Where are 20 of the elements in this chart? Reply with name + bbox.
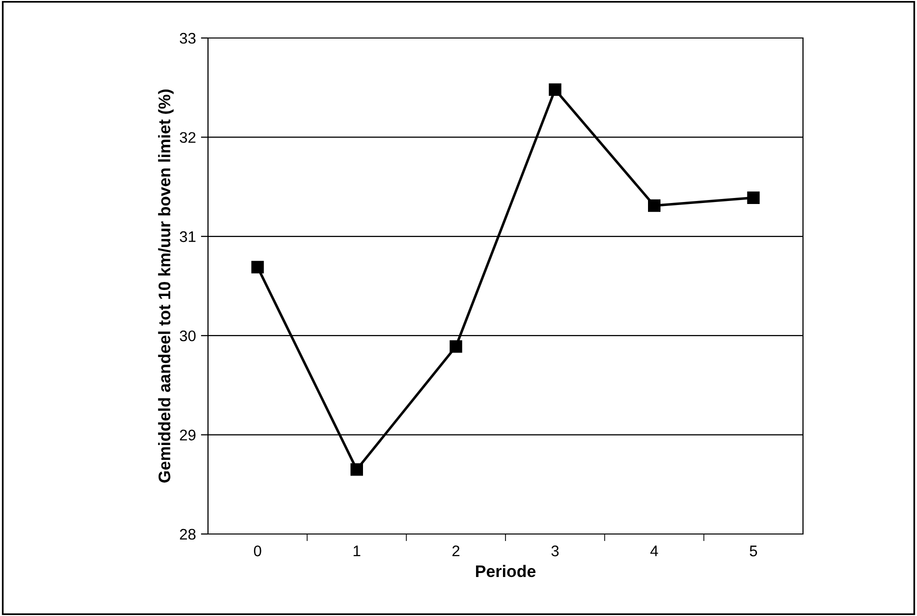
point — [648, 199, 660, 212]
x-tick-label: 5 — [750, 546, 758, 556]
x-tick-label: 0 — [254, 546, 262, 556]
point — [548, 83, 562, 96]
y-tick-label: 33 — [180, 32, 196, 44]
y-tick-label: 30 — [180, 330, 196, 342]
y-tick-label: 28 — [180, 528, 196, 540]
point — [251, 260, 264, 274]
point — [747, 191, 760, 204]
y-tick-label: 32 — [180, 132, 196, 143]
x-axis-title: Periode — [476, 564, 536, 578]
point — [350, 463, 363, 476]
point — [450, 340, 462, 353]
x-tick-label: 4 — [650, 546, 658, 556]
y-tick-label: 31 — [180, 231, 196, 242]
y-tick-label: 29 — [180, 430, 196, 440]
y-axis-title: Gemiddeld aandeel tot 10 km/uur boven limiet (%) — [158, 90, 174, 483]
x-tick-label: 3 — [551, 546, 559, 556]
x-tick-label: 1 — [354, 546, 360, 556]
x-tick-label: 2 — [452, 546, 460, 556]
